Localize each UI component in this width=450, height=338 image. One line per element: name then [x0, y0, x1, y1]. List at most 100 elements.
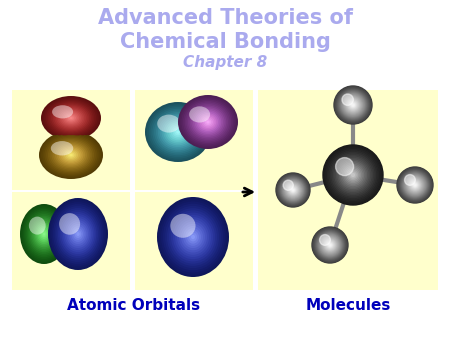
Ellipse shape [55, 143, 87, 167]
Text: Advanced Theories of: Advanced Theories of [98, 8, 352, 28]
Ellipse shape [158, 114, 198, 150]
Ellipse shape [196, 112, 220, 132]
Ellipse shape [24, 209, 64, 259]
Ellipse shape [189, 106, 210, 123]
Ellipse shape [75, 230, 81, 238]
Circle shape [351, 173, 355, 176]
Ellipse shape [50, 102, 93, 134]
Circle shape [322, 237, 338, 253]
Ellipse shape [188, 104, 228, 140]
Circle shape [349, 101, 357, 109]
Ellipse shape [56, 107, 86, 129]
Ellipse shape [29, 216, 58, 252]
Circle shape [342, 165, 364, 186]
Ellipse shape [68, 152, 75, 158]
Circle shape [341, 93, 365, 117]
Circle shape [335, 157, 371, 193]
Circle shape [400, 171, 429, 199]
Circle shape [288, 185, 298, 195]
Ellipse shape [201, 116, 215, 128]
Ellipse shape [54, 106, 88, 130]
Circle shape [405, 174, 415, 185]
Ellipse shape [147, 104, 209, 160]
Ellipse shape [153, 108, 204, 155]
Circle shape [313, 228, 347, 262]
Circle shape [347, 169, 359, 181]
Circle shape [329, 151, 377, 199]
Ellipse shape [76, 232, 80, 236]
Circle shape [280, 177, 306, 203]
Ellipse shape [43, 232, 45, 236]
Circle shape [399, 169, 431, 201]
Circle shape [344, 96, 361, 114]
Ellipse shape [59, 110, 83, 126]
Ellipse shape [62, 148, 80, 162]
Circle shape [346, 98, 360, 112]
Ellipse shape [171, 213, 215, 262]
Circle shape [336, 88, 370, 122]
Ellipse shape [189, 105, 226, 139]
Circle shape [335, 87, 371, 123]
Ellipse shape [65, 218, 91, 250]
Ellipse shape [32, 219, 56, 249]
Ellipse shape [157, 115, 180, 132]
Circle shape [286, 183, 300, 197]
Ellipse shape [20, 204, 68, 264]
Circle shape [338, 160, 368, 190]
Ellipse shape [41, 231, 47, 237]
Circle shape [277, 174, 309, 206]
Circle shape [283, 180, 293, 190]
Circle shape [398, 168, 432, 202]
Circle shape [316, 232, 343, 259]
Ellipse shape [189, 233, 197, 241]
Ellipse shape [145, 102, 211, 162]
Ellipse shape [48, 198, 108, 270]
Circle shape [325, 241, 334, 249]
Circle shape [342, 94, 365, 116]
Ellipse shape [61, 111, 81, 125]
Ellipse shape [45, 135, 98, 175]
Bar [12, 192, 130, 290]
Ellipse shape [187, 230, 199, 244]
Text: Chapter 8: Chapter 8 [183, 55, 267, 71]
Circle shape [323, 145, 383, 205]
Ellipse shape [27, 212, 61, 256]
Circle shape [326, 241, 333, 249]
Circle shape [285, 182, 301, 198]
Ellipse shape [52, 105, 73, 118]
Circle shape [407, 177, 423, 193]
Ellipse shape [73, 228, 83, 240]
Circle shape [347, 99, 359, 111]
Ellipse shape [157, 197, 229, 277]
Ellipse shape [185, 228, 201, 246]
Ellipse shape [64, 150, 78, 160]
Ellipse shape [179, 221, 207, 252]
Ellipse shape [191, 107, 225, 137]
Circle shape [276, 173, 310, 207]
Circle shape [292, 189, 294, 191]
Circle shape [321, 236, 339, 254]
Ellipse shape [63, 112, 79, 124]
Circle shape [281, 178, 305, 202]
Ellipse shape [68, 116, 74, 120]
Circle shape [348, 100, 358, 110]
Ellipse shape [183, 99, 233, 145]
Ellipse shape [39, 227, 50, 241]
Ellipse shape [154, 110, 202, 154]
Circle shape [401, 171, 428, 198]
Ellipse shape [60, 212, 96, 256]
Circle shape [341, 163, 365, 187]
Circle shape [320, 235, 330, 245]
Ellipse shape [193, 108, 223, 136]
Ellipse shape [37, 226, 51, 242]
Ellipse shape [50, 200, 106, 268]
Circle shape [400, 170, 430, 200]
Circle shape [324, 239, 336, 251]
Ellipse shape [205, 119, 211, 125]
Circle shape [402, 172, 428, 198]
Circle shape [323, 238, 337, 252]
Circle shape [289, 186, 297, 194]
Circle shape [315, 230, 345, 260]
Ellipse shape [161, 201, 225, 272]
Ellipse shape [66, 114, 76, 122]
